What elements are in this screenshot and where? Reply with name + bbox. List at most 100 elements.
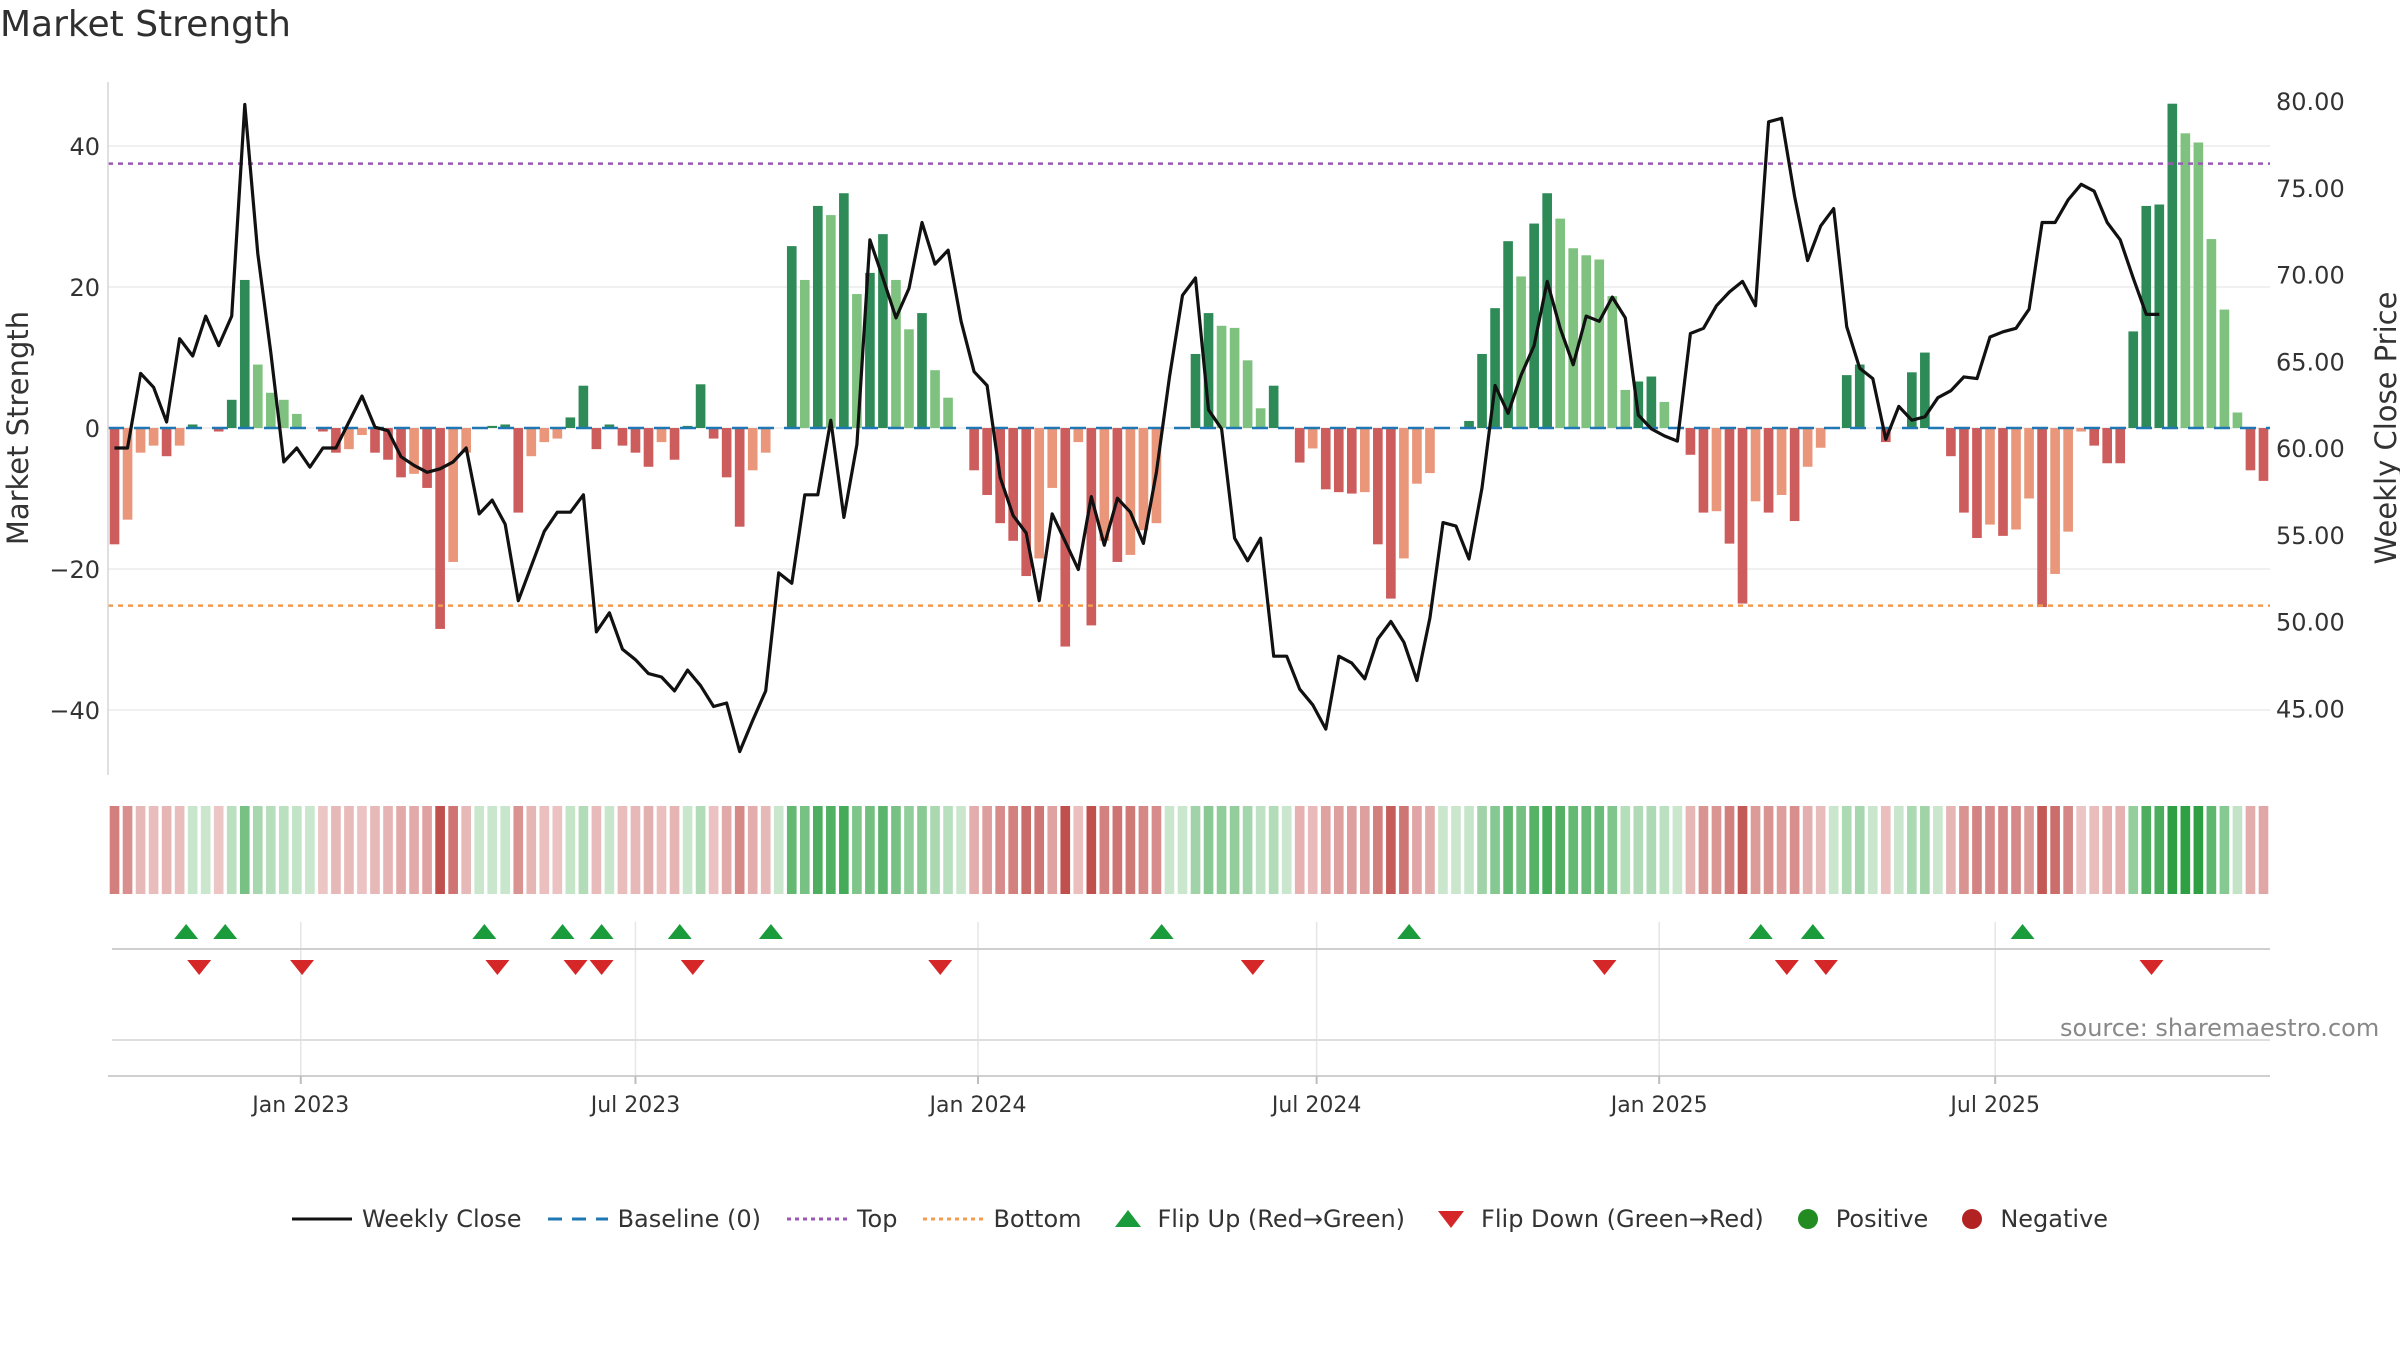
heat-cell xyxy=(799,806,810,894)
strength-bar xyxy=(1516,276,1526,428)
x-tick-label: Jan 2023 xyxy=(250,1093,349,1118)
strength-bar xyxy=(135,428,146,453)
flip-down-marker xyxy=(1592,960,1617,975)
strength-bar xyxy=(1841,375,1852,428)
heat-cell xyxy=(1451,806,1461,894)
strength-bar xyxy=(1464,420,1474,428)
heat-cell xyxy=(1112,806,1123,894)
heat-cell xyxy=(1138,806,1149,894)
strength-bar xyxy=(2180,133,2191,428)
heat-cell xyxy=(344,806,354,894)
weekly-close-line xyxy=(114,102,2160,754)
heat-cell xyxy=(279,806,289,894)
strength-bar xyxy=(448,428,458,562)
x-tick-label: Jul 2025 xyxy=(1948,1093,2040,1118)
heat-cell xyxy=(891,806,901,894)
heat-cell xyxy=(1281,806,1292,894)
legend: Weekly Close Baseline (0) Top Bottom Fli… xyxy=(0,1205,2400,1233)
strength-bar xyxy=(279,399,289,428)
strength-bar xyxy=(396,428,406,478)
strength-bar xyxy=(513,428,524,513)
flip-up-marker xyxy=(174,924,199,939)
strength-bar xyxy=(1815,428,1826,448)
strength-bar xyxy=(943,397,953,428)
x-tick-label: Jul 2023 xyxy=(589,1093,681,1118)
flip-down-marker xyxy=(1774,960,1799,975)
strength-bar xyxy=(1685,428,1696,455)
heat-cell xyxy=(2167,806,2178,894)
heat-cell xyxy=(695,806,706,894)
heat-cell xyxy=(200,806,211,894)
heat-cell xyxy=(682,806,693,894)
legend-item-negative: Negative xyxy=(1954,1205,2108,1233)
strength-bar xyxy=(799,279,810,428)
flip-down-marker xyxy=(589,960,614,975)
heat-cell xyxy=(839,806,849,894)
strength-bar xyxy=(1542,193,1552,428)
strength-bar xyxy=(1724,428,1735,544)
strength-bar xyxy=(669,428,680,460)
heat-cell xyxy=(1698,806,1709,894)
strength-bar xyxy=(1946,428,1956,457)
strength-bar xyxy=(1659,401,1670,428)
legend-item-flip-up: Flip Up (Red→Green) xyxy=(1108,1205,1405,1233)
strength-bar xyxy=(1568,248,1579,428)
strength-bar xyxy=(982,428,992,495)
heat-cell xyxy=(2024,806,2034,894)
strength-bar xyxy=(148,428,159,446)
strength-bar xyxy=(591,428,602,450)
strength-bar xyxy=(1112,428,1123,562)
legend-label-positive: Positive xyxy=(1835,1205,1929,1233)
heat-cell xyxy=(409,806,419,894)
strength-bar xyxy=(1229,327,1240,428)
strength-bar xyxy=(2245,428,2256,471)
heat-cell xyxy=(1346,806,1357,894)
legend-item-top: Top xyxy=(786,1205,897,1233)
heat-cell xyxy=(878,806,888,894)
heat-cell xyxy=(1959,806,1969,894)
heat-cell xyxy=(1151,806,1162,894)
strength-bar xyxy=(1125,428,1136,555)
heat-cell xyxy=(2063,806,2073,894)
source-note: source: sharemaestro.com xyxy=(2060,1014,2380,1042)
strength-bar xyxy=(891,279,901,428)
legend-item-positive: Positive xyxy=(1790,1205,1929,1233)
flip-up-marker xyxy=(1149,924,1174,939)
strength-bar xyxy=(552,428,563,439)
heat-cell xyxy=(1125,806,1136,894)
strength-bars xyxy=(109,103,2269,647)
strength-bar xyxy=(1073,428,1084,443)
strength-bar xyxy=(969,428,979,471)
strength-bar xyxy=(930,370,940,428)
strength-bar xyxy=(265,392,276,428)
strength-bar xyxy=(2050,428,2060,574)
strength-bar xyxy=(1386,428,1396,599)
right-tick-label: 65.00 xyxy=(2276,348,2345,376)
flip-down-marker xyxy=(1813,960,1838,975)
x-axis: Jan 2023 Jul 2023 Jan 2024 Jul 2024 Jan 2025… xyxy=(108,1075,2270,1118)
heat-cell xyxy=(2180,806,2191,894)
heat-cell xyxy=(1060,806,1071,894)
strength-bar xyxy=(1620,389,1631,428)
legend-item-flip-down: Flip Down (Green→Red) xyxy=(1431,1205,1764,1233)
strength-bar xyxy=(370,428,380,453)
strength-bar xyxy=(1959,428,1969,513)
weekly-close-polyline xyxy=(114,102,2160,754)
legend-item-close: Weekly Close xyxy=(291,1205,522,1233)
strength-bar xyxy=(2089,428,2099,446)
heat-cell xyxy=(1503,806,1513,894)
flip-down-marker xyxy=(290,960,315,975)
strength-bar xyxy=(1854,364,1865,428)
flip-up-marker xyxy=(472,924,497,939)
heat-cell xyxy=(969,806,979,894)
strength-bar xyxy=(1802,428,1813,467)
flip-up-marker xyxy=(2010,924,2035,939)
axes: 40 20 0 −20 −40 80.00 75.00 70.00 65.00 60.00 55.0… xyxy=(1,82,2400,775)
heat-cell xyxy=(122,806,133,894)
flip-down-marker xyxy=(2139,960,2164,975)
strength-bar xyxy=(1255,408,1266,428)
heat-cell xyxy=(370,806,380,894)
heat-cell xyxy=(174,806,185,894)
heat-cell xyxy=(2089,806,2099,894)
heat-cell xyxy=(2128,806,2139,894)
